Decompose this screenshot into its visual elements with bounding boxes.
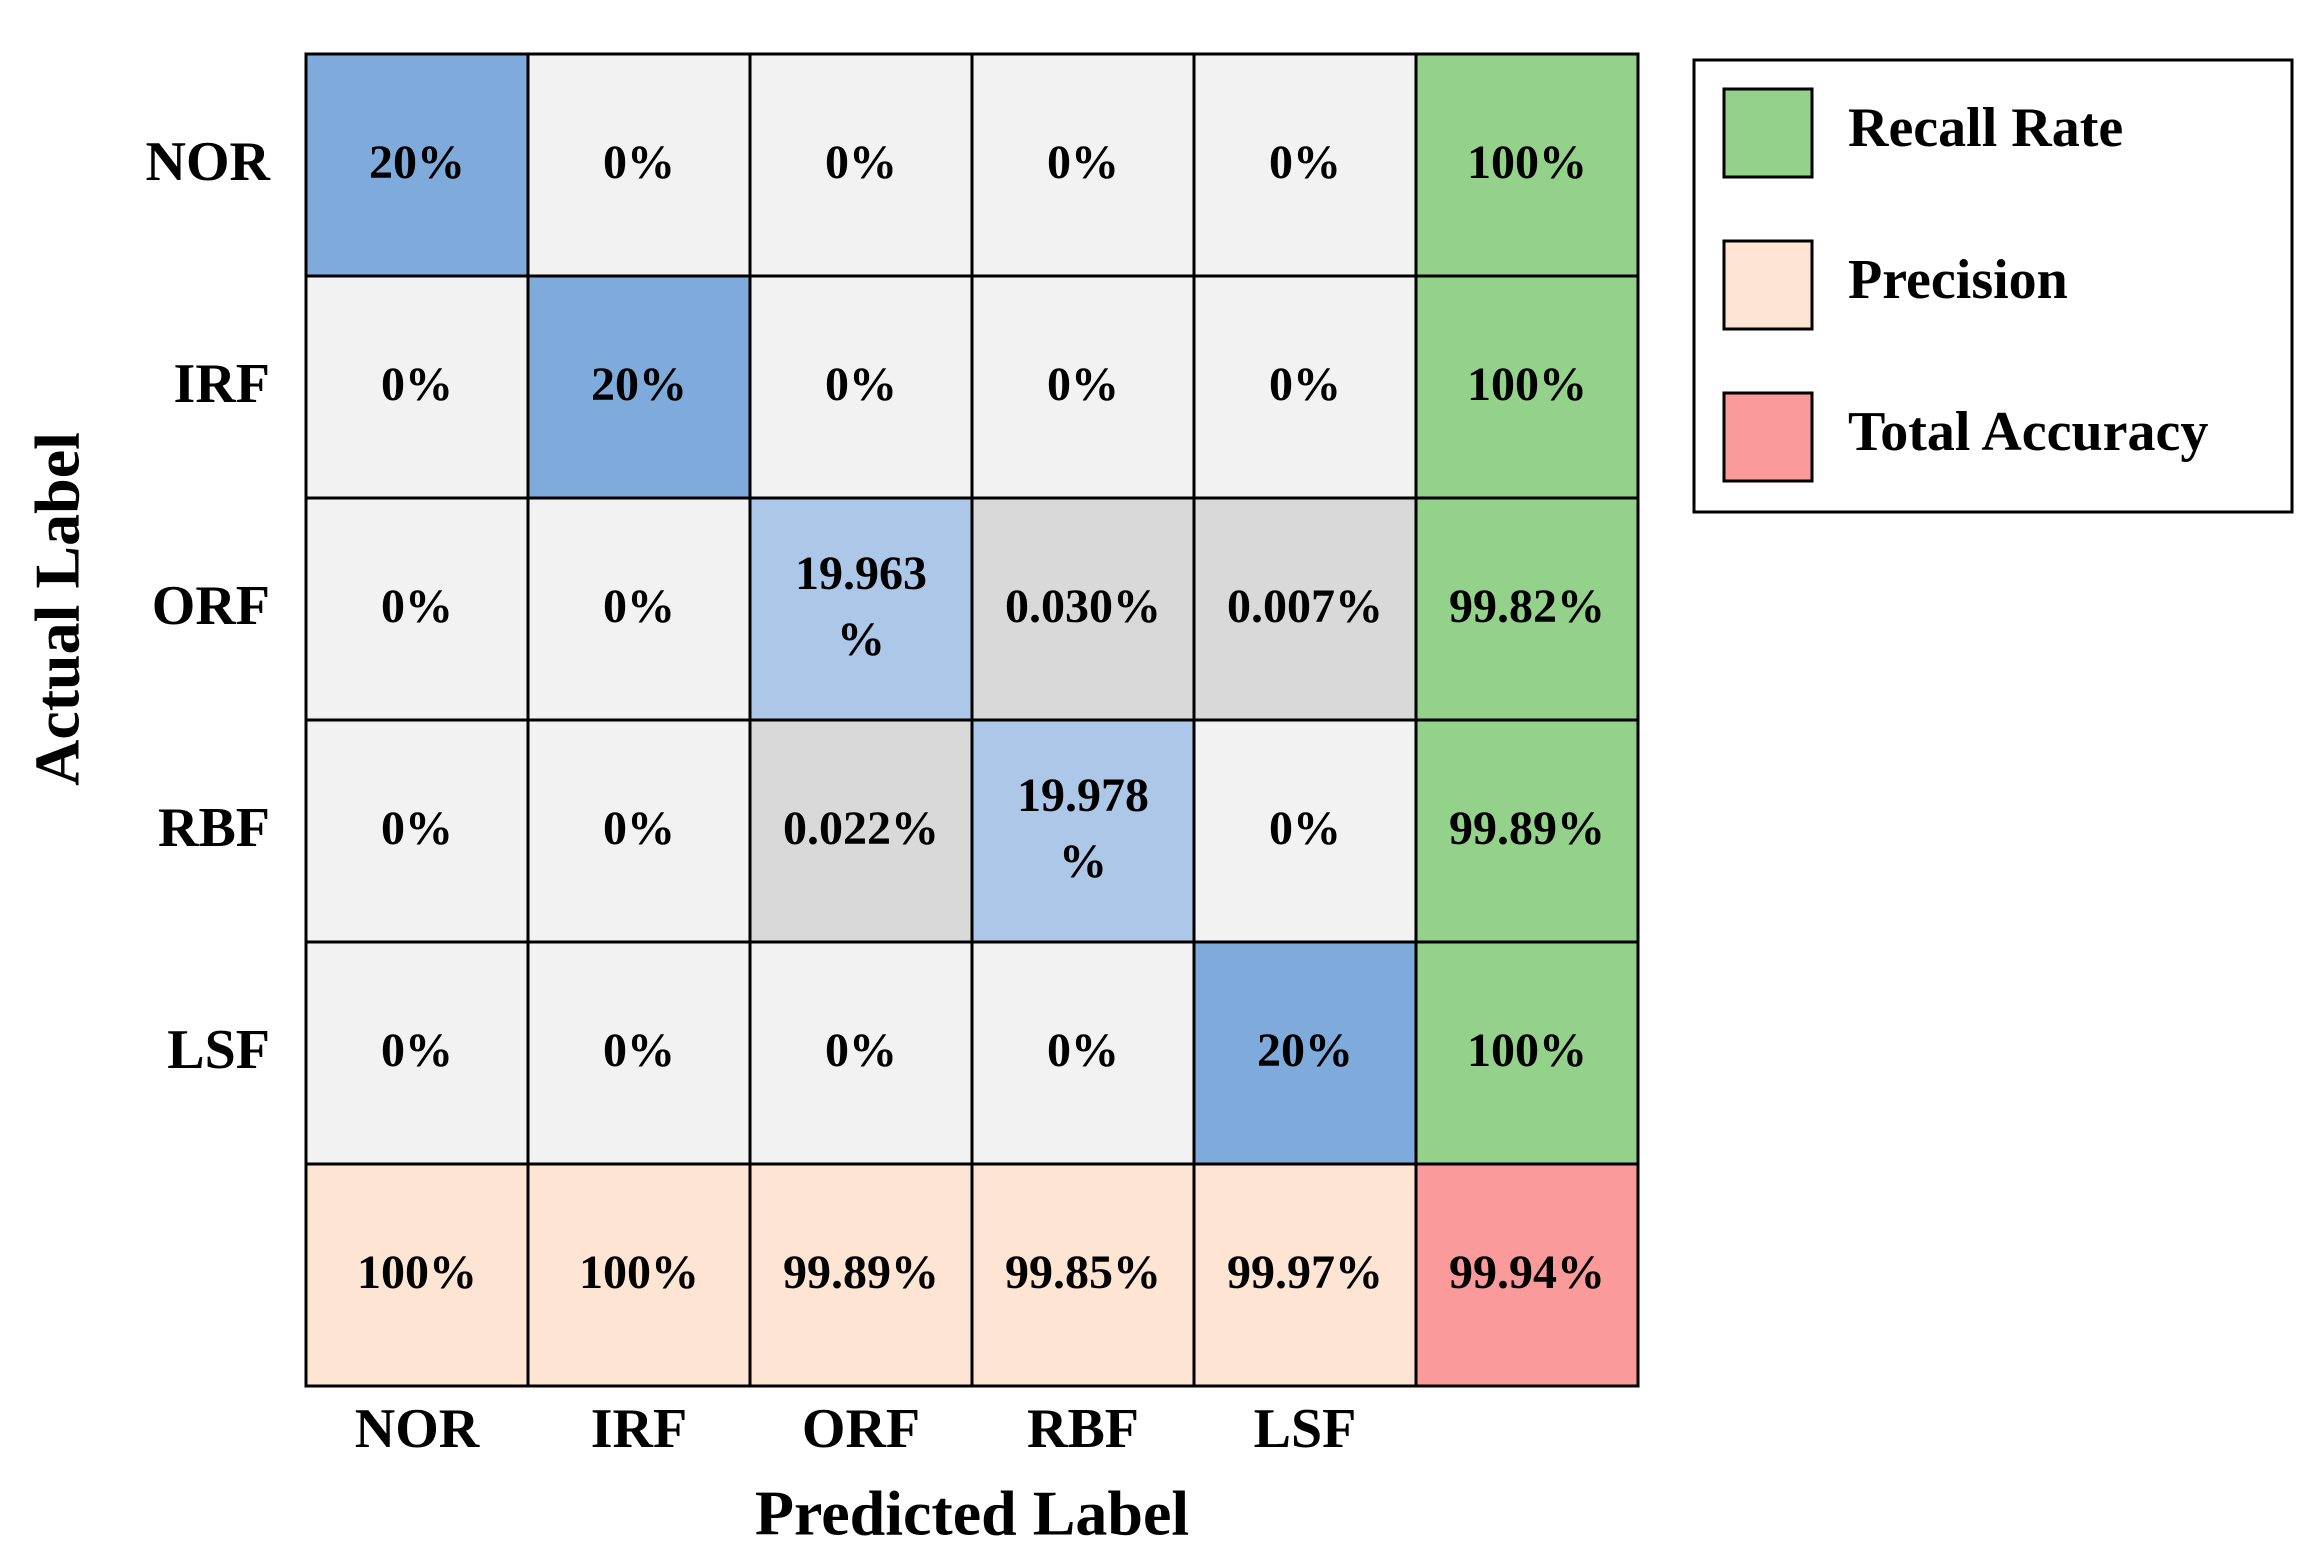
cell-label: 0%	[1047, 358, 1119, 411]
x-tick-label: ORF	[802, 1398, 920, 1460]
cell-label: 0%	[825, 1024, 897, 1077]
matrix-cell	[526, 274, 752, 500]
cell-label: 100%	[1467, 358, 1587, 411]
y-tick-label: RBF	[158, 797, 270, 859]
x-tick-label: NOR	[355, 1398, 480, 1460]
matrix-cell	[304, 1162, 530, 1388]
legend-label: Total Accuracy	[1848, 401, 2208, 463]
y-axis-title: Actual Label	[22, 432, 93, 786]
cell-label: 0%	[1269, 358, 1341, 411]
matrix-cell	[304, 52, 530, 278]
legend-label: Precision	[1848, 249, 2068, 311]
cell-label: 100%	[1467, 1024, 1587, 1077]
cell-label: 0%	[603, 1024, 675, 1077]
y-tick-label: ORF	[152, 575, 270, 637]
matrix-cell	[970, 274, 1196, 500]
matrix-cell	[1192, 940, 1418, 1166]
matrix-cell	[970, 52, 1196, 278]
x-tick-label: LSF	[1254, 1398, 1357, 1460]
y-tick-label: IRF	[174, 353, 270, 415]
cell-label: 0%	[1269, 136, 1341, 189]
matrix-cell	[526, 496, 752, 722]
cell-label: 20%	[591, 358, 687, 411]
cell-label: 0%	[1047, 1024, 1119, 1077]
cell-label: 20%	[1257, 1024, 1353, 1077]
cell-label: 19.963%	[795, 547, 927, 666]
cell-label: 0%	[381, 358, 453, 411]
matrix-cell	[970, 940, 1196, 1166]
matrix-cell	[1414, 940, 1640, 1166]
legend-swatch	[1722, 87, 1814, 179]
cell-label: 0%	[1047, 136, 1119, 189]
matrix-cell	[1414, 1162, 1640, 1388]
cell-label: 99.97%	[1227, 1246, 1383, 1299]
cell-label: 0%	[603, 580, 675, 633]
matrix-cell	[970, 496, 1196, 722]
cell-label: 0%	[825, 136, 897, 189]
legend-swatch	[1722, 239, 1814, 331]
cell-label: 99.85%	[1005, 1246, 1161, 1299]
matrix-cell	[526, 52, 752, 278]
x-axis-title: Predicted Label	[755, 1478, 1189, 1549]
y-tick-label: LSF	[167, 1019, 270, 1081]
cell-label: 0.022%	[783, 802, 939, 855]
matrix-cell	[970, 718, 1196, 944]
cell-label: 99.89%	[1449, 802, 1605, 855]
matrix-cell	[1414, 274, 1640, 500]
matrix-cell	[748, 940, 974, 1166]
cell-label: 99.82%	[1449, 580, 1605, 633]
matrix-cell	[1192, 52, 1418, 278]
cell-label: 0%	[381, 802, 453, 855]
cell-label: 0.007%	[1227, 580, 1383, 633]
cell-label: 100%	[357, 1246, 477, 1299]
cell-label: 0%	[825, 358, 897, 411]
matrix-cell	[1414, 496, 1640, 722]
cell-label: 0%	[381, 1024, 453, 1077]
cell-label: 0%	[381, 580, 453, 633]
cell-label: 20%	[369, 136, 465, 189]
cell-label: 100%	[579, 1246, 699, 1299]
x-tick-label: RBF	[1027, 1398, 1139, 1460]
matrix-cell	[526, 718, 752, 944]
legend-label: Recall Rate	[1848, 97, 2123, 159]
matrix-cell	[526, 1162, 752, 1388]
cell-label: 19.978%	[1017, 769, 1149, 888]
cell-label: 99.94%	[1449, 1246, 1605, 1299]
cell-label: 0%	[603, 136, 675, 189]
matrix-cell	[1414, 52, 1640, 278]
cell-label: 0%	[603, 802, 675, 855]
matrix-cell	[304, 496, 530, 722]
matrix-cell	[748, 52, 974, 278]
matrix-cell	[970, 1162, 1196, 1388]
matrix-cell	[748, 496, 974, 722]
matrix-cell	[748, 718, 974, 944]
legend-swatch	[1722, 391, 1814, 483]
matrix-cell	[304, 940, 530, 1166]
x-tick-label: IRF	[591, 1398, 687, 1460]
y-tick-label: NOR	[146, 131, 271, 193]
cell-label: 0%	[1269, 802, 1341, 855]
cell-label: 100%	[1467, 136, 1587, 189]
cell-label: 99.89%	[783, 1246, 939, 1299]
matrix-cell	[748, 1162, 974, 1388]
cell-label: 0.030%	[1005, 580, 1161, 633]
matrix-cell	[1414, 718, 1640, 944]
